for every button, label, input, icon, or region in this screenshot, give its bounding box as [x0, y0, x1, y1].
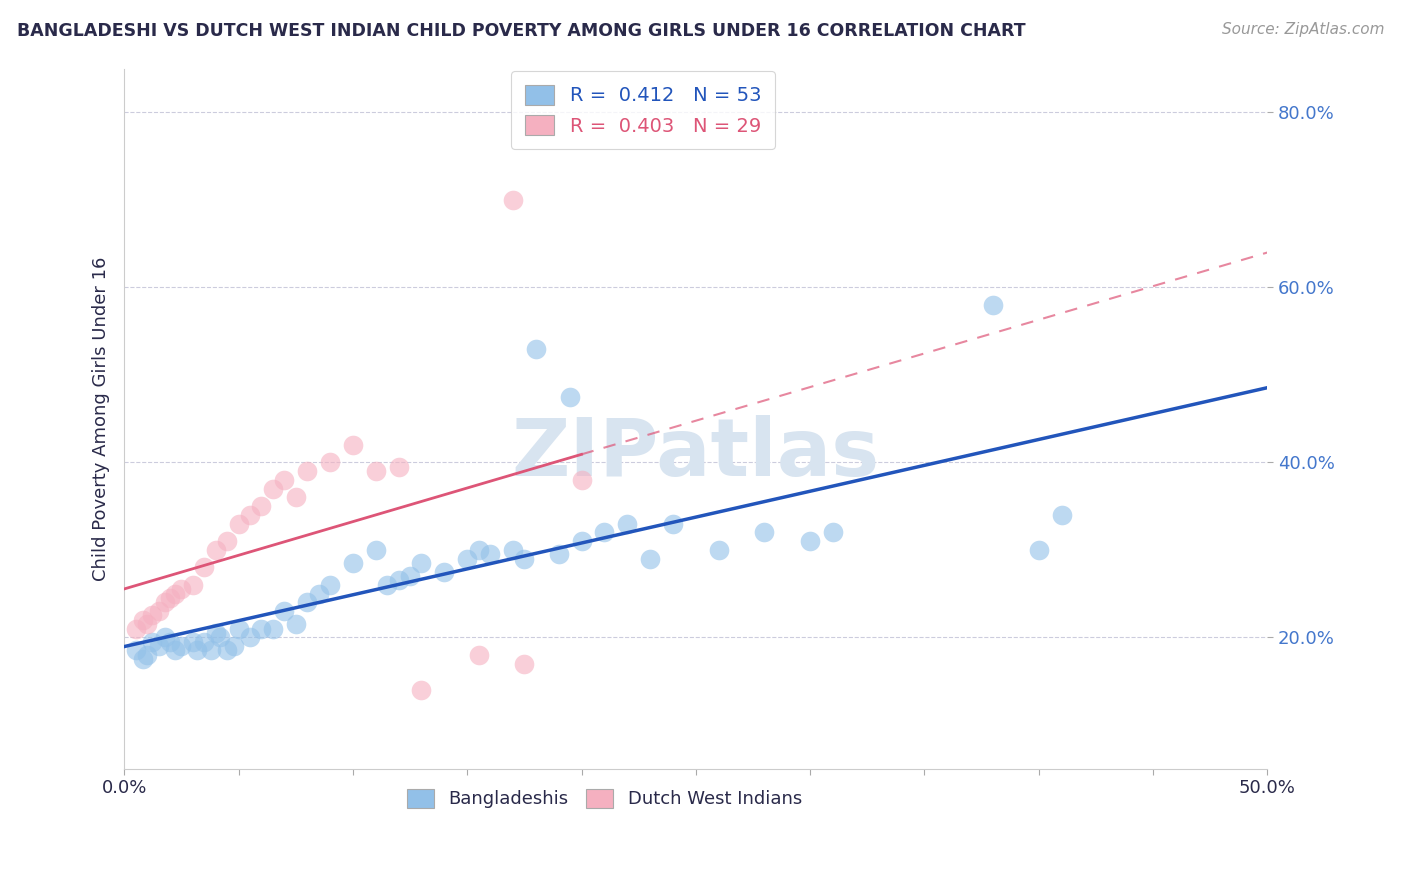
Point [502, 193, 524, 207]
Point [364, 464, 387, 478]
Point [547, 547, 569, 561]
Point [502, 542, 524, 557]
Point [571, 534, 593, 549]
Point [479, 547, 502, 561]
Point [204, 542, 226, 557]
Point [342, 556, 364, 570]
Text: BANGLADESHI VS DUTCH WEST INDIAN CHILD POVERTY AMONG GIRLS UNDER 16 CORRELATION : BANGLADESHI VS DUTCH WEST INDIAN CHILD P… [17, 22, 1025, 40]
Point [141, 634, 163, 648]
Point [284, 491, 307, 505]
Point [148, 639, 170, 653]
Point [754, 525, 776, 540]
Point [200, 643, 222, 657]
Point [239, 508, 262, 522]
Point [273, 473, 295, 487]
Point [131, 613, 153, 627]
Point [433, 565, 456, 579]
Point [181, 634, 204, 648]
Point [467, 542, 489, 557]
Point [616, 516, 638, 531]
Point [163, 586, 186, 600]
Point [217, 534, 239, 549]
Point [228, 622, 250, 636]
Point [375, 578, 398, 592]
Point [662, 516, 685, 531]
Point [571, 473, 593, 487]
Point [141, 608, 163, 623]
Text: ZIPatlas: ZIPatlas [512, 415, 880, 492]
Point [1050, 508, 1073, 522]
Point [159, 591, 181, 605]
Point [387, 574, 409, 588]
Point [524, 342, 547, 356]
Point [513, 551, 536, 566]
Point [222, 639, 245, 653]
Point [513, 657, 536, 671]
Point [399, 569, 422, 583]
Point [250, 499, 273, 513]
Point [558, 390, 581, 404]
Point [364, 542, 387, 557]
Point [295, 595, 318, 609]
Point [638, 551, 661, 566]
Point [707, 542, 730, 557]
Legend: Bangladeshis, Dutch West Indians: Bangladeshis, Dutch West Indians [399, 781, 810, 815]
Point [467, 648, 489, 662]
Point [821, 525, 844, 540]
Point [193, 634, 215, 648]
Point [387, 459, 409, 474]
Point [1028, 542, 1050, 557]
Point [456, 551, 478, 566]
Point [284, 617, 307, 632]
Point [262, 622, 284, 636]
Point [295, 464, 318, 478]
Point [186, 643, 208, 657]
Point [209, 631, 232, 645]
Point [217, 643, 239, 657]
Point [250, 622, 273, 636]
Point [136, 648, 159, 662]
Point [799, 534, 821, 549]
Point [411, 556, 433, 570]
Point [170, 582, 193, 597]
Point [136, 617, 159, 632]
Point [148, 604, 170, 618]
Text: Source: ZipAtlas.com: Source: ZipAtlas.com [1222, 22, 1385, 37]
Point [170, 639, 193, 653]
Point [163, 643, 186, 657]
Point [155, 631, 177, 645]
Y-axis label: Child Poverty Among Girls Under 16: Child Poverty Among Girls Under 16 [93, 256, 110, 581]
Point [155, 595, 177, 609]
Point [159, 634, 181, 648]
Point [228, 516, 250, 531]
Point [981, 298, 1004, 312]
Point [411, 682, 433, 697]
Point [131, 652, 153, 666]
Point [204, 626, 226, 640]
Point [308, 586, 330, 600]
Point [319, 578, 342, 592]
Point [593, 525, 616, 540]
Point [239, 631, 262, 645]
Point [124, 643, 146, 657]
Point [193, 560, 215, 574]
Point [273, 604, 295, 618]
Point [342, 438, 364, 452]
Point [262, 482, 284, 496]
Point [319, 455, 342, 469]
Point [181, 578, 204, 592]
Point [124, 622, 146, 636]
